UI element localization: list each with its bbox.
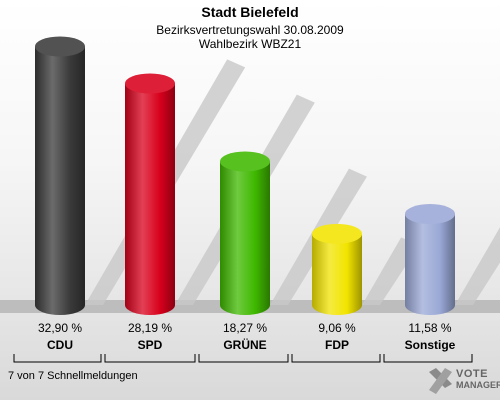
- value-label-gr-ne: 18,27 %: [223, 321, 267, 335]
- bar-sonstige: [405, 204, 455, 315]
- category-label-gr-ne: GRÜNE: [223, 337, 266, 352]
- bar-spd: [125, 73, 175, 315]
- category-bracket: [198, 354, 289, 363]
- category-label-sonstige: Sonstige: [405, 338, 456, 352]
- chart-subtitle-election: Bezirksvertretungswahl 30.08.2009: [156, 23, 344, 37]
- bar-top-fdp: [312, 223, 362, 244]
- bar-cdu: [35, 36, 85, 315]
- bar-fdp: [312, 223, 362, 315]
- category-label-fdp: FDP: [325, 338, 349, 352]
- category-bracket: [13, 354, 102, 363]
- footer-status: 7 von 7 Schnellmeldungen: [8, 370, 138, 382]
- category-bracket: [104, 354, 196, 363]
- bar-body-sonstige: [405, 214, 455, 315]
- bar-top-spd: [125, 73, 175, 94]
- logo-word-vote: VOTE: [456, 368, 488, 380]
- bar-shadow-fdp: [362, 237, 420, 305]
- value-label-cdu: 32,90 %: [38, 321, 82, 335]
- chart-subtitle-district: Wahlbezirk WBZ21: [198, 37, 302, 51]
- category-label-cdu: CDU: [47, 338, 73, 352]
- value-label-fdp: 9,06 %: [318, 321, 356, 335]
- value-label-spd: 28,19 %: [128, 321, 172, 335]
- bar-body-gr-ne: [220, 161, 270, 315]
- bar-top-sonstige: [405, 204, 455, 225]
- logo-word-manager: MANAGER: [456, 380, 500, 390]
- x-ballot-icon: [429, 368, 452, 394]
- bar-body-cdu: [35, 46, 85, 315]
- bar-top-gr-ne: [220, 151, 270, 172]
- category-bracket: [383, 354, 473, 363]
- bar-top-cdu: [35, 36, 85, 57]
- bar-shadow-sonstige: [455, 227, 500, 305]
- bar-gr-ne: [220, 151, 270, 315]
- category-bracket: [291, 354, 381, 363]
- vote-manager-logo: VOTE MANAGER: [426, 366, 500, 398]
- value-label-sonstige: 11,58 %: [408, 321, 451, 335]
- bar-body-spd: [125, 83, 175, 315]
- bar-body-fdp: [312, 233, 362, 315]
- chart-title: Stadt Bielefeld: [201, 4, 299, 20]
- category-label-spd: SPD: [138, 338, 163, 352]
